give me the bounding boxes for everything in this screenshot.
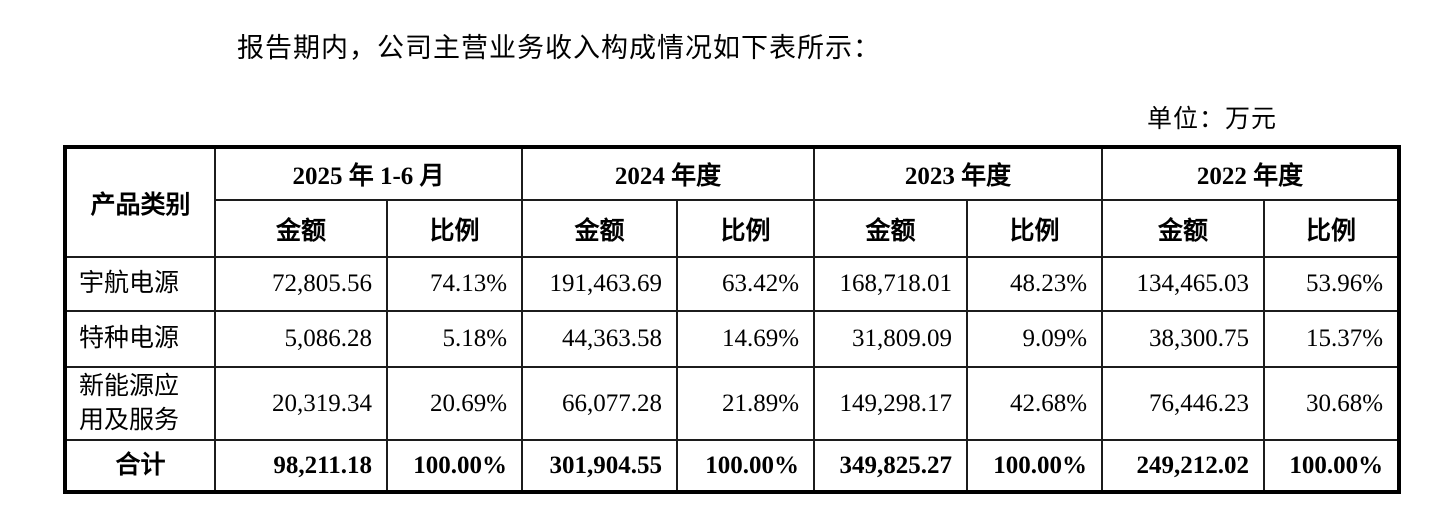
amount-cell: 44,363.58 bbox=[521, 310, 679, 368]
amount-cell: 72,805.56 bbox=[214, 256, 388, 312]
amount-cell: 149,298.17 bbox=[813, 366, 969, 441]
header-product-category: 产品类别 bbox=[64, 146, 216, 258]
ratio-cell: 30.68% bbox=[1263, 366, 1401, 441]
amount-cell: 191,463.69 bbox=[521, 256, 679, 312]
ratio-cell: 20.69% bbox=[385, 366, 524, 441]
ratio-cell: 15.37% bbox=[1263, 310, 1401, 368]
header-amount: 金额 bbox=[521, 199, 679, 258]
ratio-cell: 42.68% bbox=[966, 366, 1104, 441]
ratio-cell: 74.13% bbox=[385, 256, 524, 312]
header-ratio: 比例 bbox=[676, 199, 816, 258]
ratio-cell: 9.09% bbox=[966, 310, 1104, 368]
ratio-cell: 100.00% bbox=[676, 439, 816, 493]
revenue-composition-table: 产品类别 2025 年 1-6 月 2024 年度 2023 年度 2022 年… bbox=[63, 145, 1402, 494]
amount-cell: 301,904.55 bbox=[521, 439, 679, 493]
unit-label: 单位：万元 bbox=[1147, 106, 1278, 133]
header-amount: 金额 bbox=[813, 199, 969, 258]
amount-cell: 5,086.28 bbox=[214, 310, 388, 368]
amount-cell: 66,077.28 bbox=[521, 366, 679, 441]
intro-paragraph: 报告期内，公司主营业务收入构成情况如下表所示： bbox=[237, 33, 881, 63]
header-amount: 金额 bbox=[214, 199, 388, 258]
header-amount: 金额 bbox=[1101, 199, 1266, 258]
ratio-cell: 100.00% bbox=[966, 439, 1104, 493]
ratio-cell: 53.96% bbox=[1263, 256, 1401, 312]
ratio-cell: 48.23% bbox=[966, 256, 1104, 312]
amount-cell: 31,809.09 bbox=[813, 310, 969, 368]
header-row-periods: 产品类别 2025 年 1-6 月 2024 年度 2023 年度 2022 年… bbox=[64, 146, 1401, 258]
amount-cell: 134,465.03 bbox=[1101, 256, 1266, 312]
ratio-cell: 63.42% bbox=[676, 256, 816, 312]
category-cell: 宇航电源 bbox=[64, 256, 216, 312]
table-row-new-energy: 新能源应用及服务 20,319.34 20.69% 66,077.28 21.8… bbox=[64, 366, 1401, 441]
ratio-cell: 100.00% bbox=[385, 439, 524, 493]
header-ratio: 比例 bbox=[966, 199, 1104, 258]
header-ratio: 比例 bbox=[1263, 199, 1401, 258]
header-period-2025: 2025 年 1-6 月 bbox=[213, 146, 524, 201]
category-cell: 特种电源 bbox=[64, 310, 216, 368]
amount-cell: 249,212.02 bbox=[1101, 439, 1266, 493]
ratio-cell: 100.00% bbox=[1263, 439, 1401, 493]
header-row-measures: 金额 比例 金额 比例 金额 比例 金额 比例 bbox=[65, 199, 1401, 258]
table-row-special-power: 特种电源 5,086.28 5.18% 44,363.58 14.69% 31,… bbox=[64, 310, 1401, 368]
ratio-cell: 5.18% bbox=[385, 310, 524, 368]
table-row-total: 合计 98,211.18 100.00% 301,904.55 100.00% … bbox=[64, 439, 1401, 493]
table-row-aerospace-power: 宇航电源 72,805.56 74.13% 191,463.69 63.42% … bbox=[64, 256, 1401, 312]
total-label-cell: 合计 bbox=[64, 439, 216, 493]
header-ratio: 比例 bbox=[385, 199, 524, 258]
header-period-2022: 2022 年度 bbox=[1101, 146, 1401, 201]
amount-cell: 38,300.75 bbox=[1101, 310, 1266, 368]
amount-cell: 76,446.23 bbox=[1101, 366, 1266, 441]
header-period-2024: 2024 年度 bbox=[521, 146, 816, 201]
amount-cell: 98,211.18 bbox=[214, 439, 388, 493]
header-period-2023: 2023 年度 bbox=[813, 146, 1104, 201]
ratio-cell: 14.69% bbox=[676, 310, 816, 368]
amount-cell: 20,319.34 bbox=[214, 366, 388, 441]
amount-cell: 349,825.27 bbox=[813, 439, 969, 493]
category-cell: 新能源应用及服务 bbox=[64, 366, 216, 441]
ratio-cell: 21.89% bbox=[676, 366, 816, 441]
amount-cell: 168,718.01 bbox=[813, 256, 969, 312]
